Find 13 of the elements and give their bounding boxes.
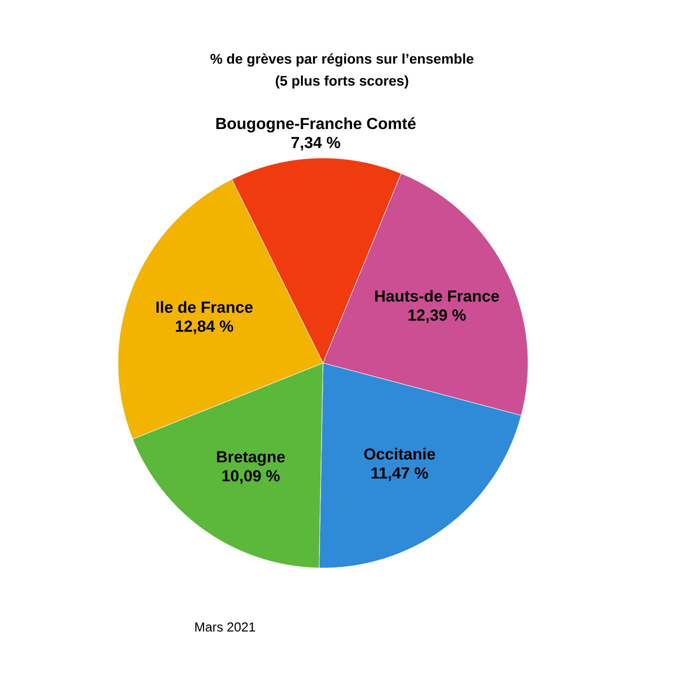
slice-label: Bretagne bbox=[217, 451, 285, 466]
data-label: 10,09 % bbox=[222, 470, 280, 484]
chart-title: % de grèves par régions sur l’ensemble bbox=[210, 53, 474, 67]
slice-label: Occitanie bbox=[364, 448, 436, 460]
data-label: 11,47 % bbox=[372, 467, 428, 481]
chart-subtitle: (5 plus forts scores) bbox=[276, 75, 408, 89]
slice-label: Bougogne-Franche Comté bbox=[216, 117, 416, 132]
data-label: 12,84 % bbox=[176, 320, 234, 334]
slice-label: Ile de France bbox=[156, 301, 253, 313]
text: Mars 2021 bbox=[195, 622, 256, 632]
data-label: 7,34 % bbox=[292, 136, 340, 151]
slice-label: Hauts-de France bbox=[375, 290, 499, 302]
data-label: 12,39 % bbox=[408, 309, 466, 324]
